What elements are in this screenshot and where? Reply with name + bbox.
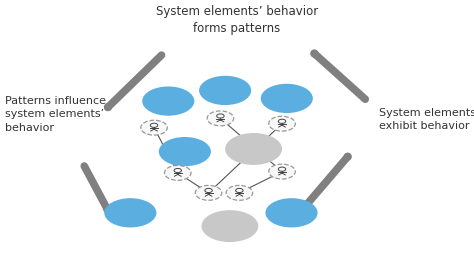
Circle shape bbox=[269, 164, 295, 179]
Circle shape bbox=[159, 137, 211, 166]
Circle shape bbox=[226, 185, 253, 200]
Circle shape bbox=[265, 198, 318, 227]
Circle shape bbox=[164, 165, 191, 180]
Circle shape bbox=[104, 198, 156, 227]
Circle shape bbox=[199, 76, 251, 105]
Circle shape bbox=[195, 185, 222, 200]
Circle shape bbox=[261, 84, 313, 113]
Circle shape bbox=[207, 111, 234, 126]
Circle shape bbox=[269, 116, 295, 131]
Circle shape bbox=[201, 210, 258, 242]
Text: System elements’ behavior
forms patterns: System elements’ behavior forms patterns bbox=[156, 5, 318, 35]
Circle shape bbox=[142, 86, 194, 116]
Text: System elements
exhibit behavior: System elements exhibit behavior bbox=[379, 108, 474, 131]
Circle shape bbox=[141, 120, 167, 135]
Circle shape bbox=[225, 133, 282, 165]
Text: Patterns influence
system elements’
behavior: Patterns influence system elements’ beha… bbox=[5, 96, 106, 132]
